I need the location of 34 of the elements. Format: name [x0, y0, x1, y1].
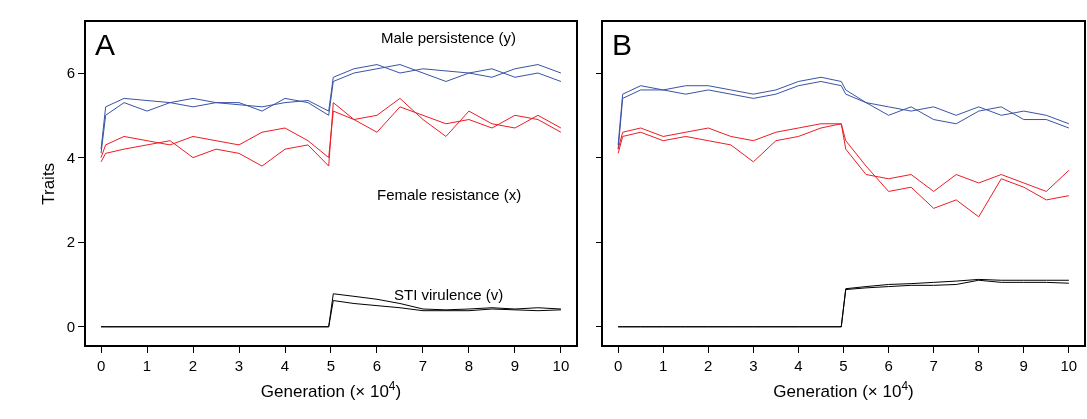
x-tick-label: 3 — [234, 357, 244, 375]
x-tick-label: 7 — [418, 357, 428, 375]
x-tick-label: 3 — [749, 357, 758, 375]
x-tick-label: 10 — [552, 357, 570, 375]
y-axis-title: Traits — [38, 162, 58, 205]
x-tick-label: 1 — [659, 357, 668, 375]
x-tick-label: 0 — [613, 357, 623, 375]
x-tick-label: 6 — [372, 357, 382, 375]
y-tick-label: 2 — [66, 233, 76, 251]
y-tick-label: 0 — [66, 318, 76, 336]
y-tick-label: 6 — [66, 64, 76, 82]
x-tick-label: 0 — [96, 357, 106, 375]
x-tick-label: 6 — [884, 357, 893, 375]
annotation: A — [95, 28, 116, 61]
x-tick-label: 10 — [1060, 357, 1078, 375]
x-tick-label: 9 — [510, 357, 520, 375]
x-tick-label: 4 — [280, 357, 290, 375]
x-axis-title: Generation (× 10$^{4}$) — [773, 378, 914, 402]
annotation: B — [612, 28, 633, 61]
x-tick-label: 5 — [326, 357, 336, 375]
annotation: Female resistance (x) — [377, 186, 522, 203]
x-tick-label: 4 — [794, 357, 803, 375]
y-tick-label: 4 — [66, 148, 76, 166]
x-axis-title: Generation (× 10$^{4}$) — [260, 378, 402, 402]
annotation: Male persistence (y) — [381, 29, 517, 46]
x-tick-label: 8 — [464, 357, 474, 375]
x-tick-label: 9 — [1019, 357, 1028, 375]
x-tick-label: 8 — [974, 357, 983, 375]
annotation: STI virulence (v) — [394, 286, 504, 303]
x-tick-label: 1 — [142, 357, 152, 375]
x-tick-label: 7 — [929, 357, 938, 375]
x-tick-label: 5 — [839, 357, 848, 375]
x-tick-label: 2 — [704, 357, 713, 375]
x-tick-label: 2 — [188, 357, 198, 375]
